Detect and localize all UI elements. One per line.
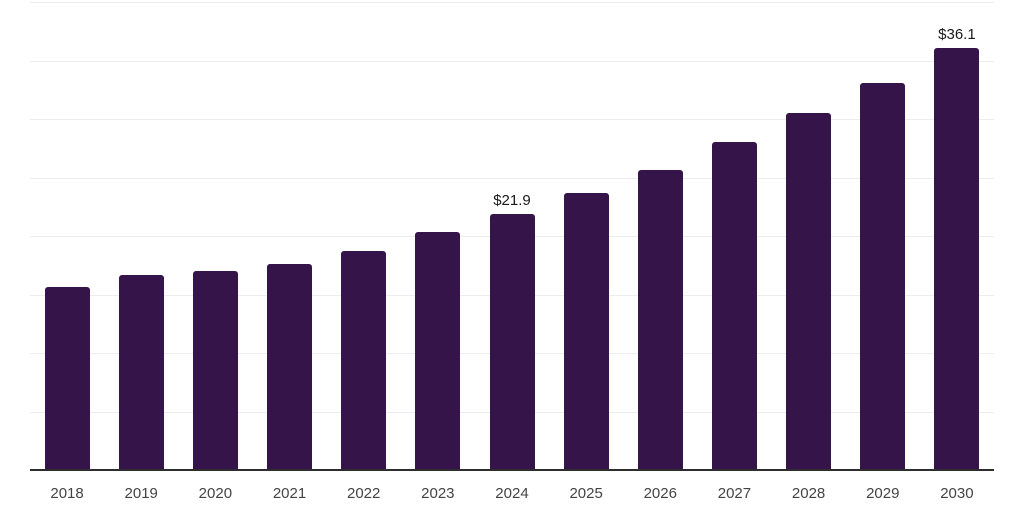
bar-2028 [786,113,832,470]
bar-2018 [44,287,90,470]
x-tick-label-2019: 2019 [124,485,158,502]
bar-2024 [489,213,535,470]
x-tick-label-2020: 2020 [198,485,233,502]
bar-2021 [267,264,313,470]
gridline [30,177,994,179]
x-tick-label-2022: 2022 [346,485,381,502]
x-tick-label-2027: 2027 [717,485,752,502]
bar-2019 [118,274,164,470]
x-tick-label-2025: 2025 [569,485,603,502]
bar-2025 [563,192,609,470]
bar-2030 [934,47,980,470]
x-tick-label-2026: 2026 [643,485,677,502]
x-tick-label-2021: 2021 [272,485,307,502]
x-axis-line [30,469,994,471]
bar-2027 [711,142,757,470]
x-tick-label-2018: 2018 [50,485,84,502]
x-tick-label-2029: 2029 [866,485,900,502]
bar-2026 [637,170,683,470]
x-tick-label-2023: 2023 [421,485,455,502]
x-tick-label-2028: 2028 [791,485,826,502]
x-tick-label-2024: 2024 [495,485,529,502]
gridline [30,2,994,3]
data-label-2024: $21.9 [493,191,531,209]
x-tick-label-2030: 2030 [940,485,974,502]
gridline [30,119,994,120]
bar-2020 [192,271,238,470]
gridline [30,60,994,62]
bar-2022 [341,251,387,470]
bar-2029 [860,82,906,470]
data-label-2030: $36.1 [938,25,976,43]
bar-2023 [415,232,461,470]
